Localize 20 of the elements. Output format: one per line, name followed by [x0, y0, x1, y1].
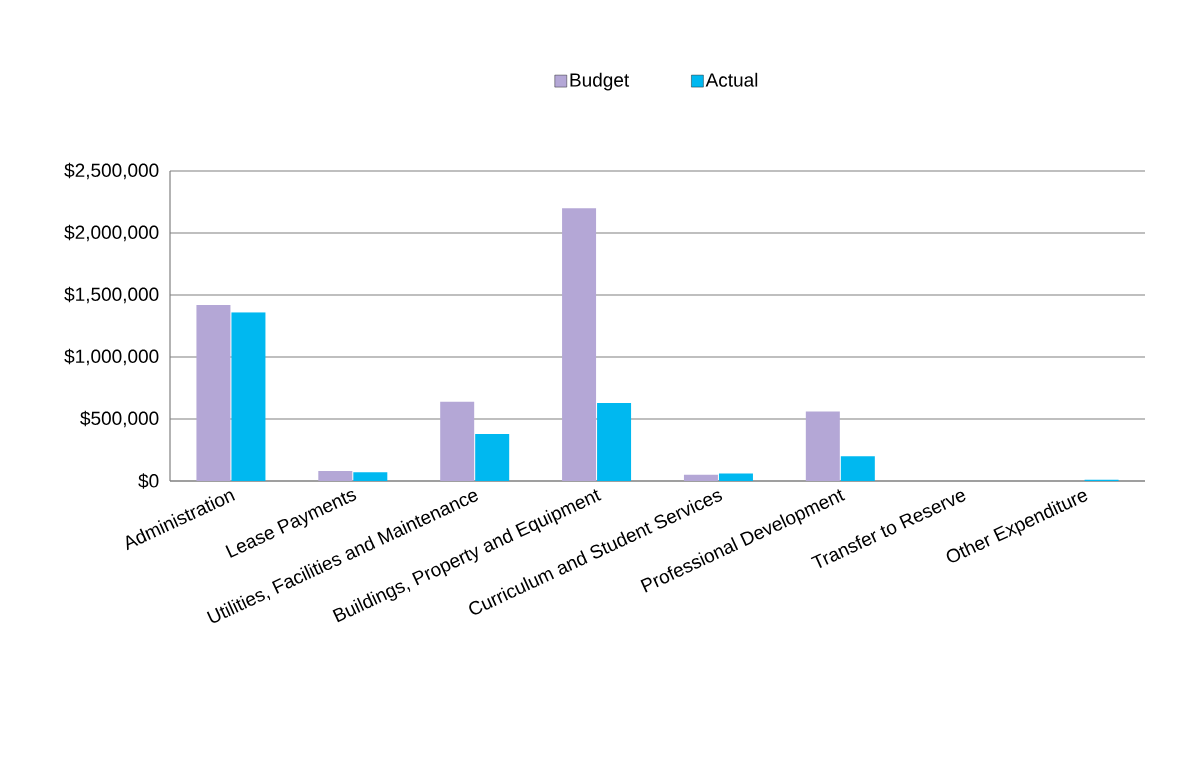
y-tick-label: $1,500,000	[64, 286, 159, 304]
y-tick-label: $2,500,000	[64, 162, 159, 180]
bar	[231, 312, 266, 481]
bar	[597, 402, 632, 481]
bar	[840, 456, 875, 481]
y-tick-label: $2,000,000	[64, 224, 159, 242]
bar	[318, 471, 353, 481]
bar	[683, 474, 718, 481]
legend-label: Actual	[705, 72, 758, 87]
legend-label: Budget	[570, 72, 630, 91]
bar	[353, 472, 388, 481]
bar	[475, 433, 510, 481]
bar	[562, 208, 597, 481]
y-tick-label: $0	[138, 473, 159, 489]
y-tick-label: $1,000,000	[64, 348, 159, 366]
bar	[440, 401, 475, 481]
bar	[718, 473, 753, 481]
bar	[196, 304, 231, 481]
y-tick-label: $500,000	[80, 410, 159, 428]
bar	[805, 411, 840, 481]
